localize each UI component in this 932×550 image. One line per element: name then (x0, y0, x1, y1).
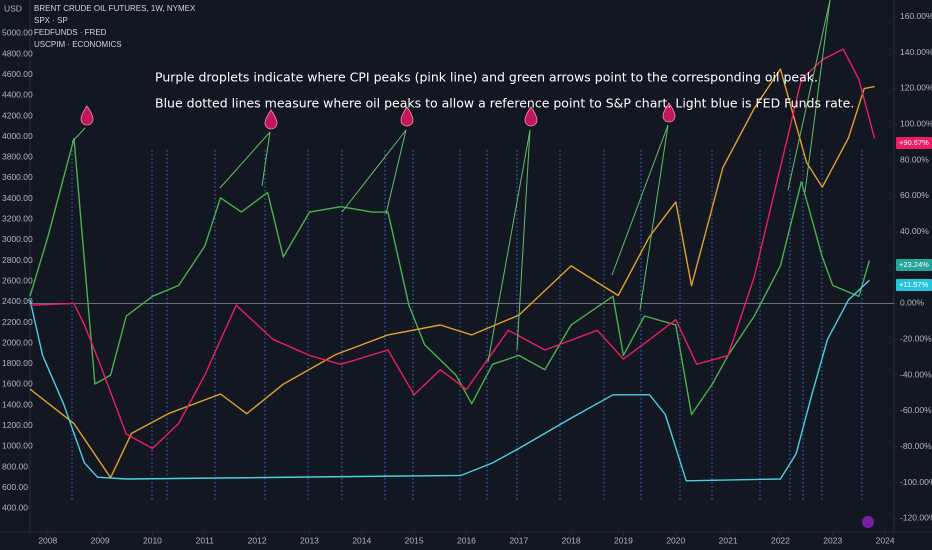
icon[interactable] (862, 516, 874, 528)
badge-label: +23.24% (899, 260, 929, 269)
x-tick-label: 2013 (300, 535, 319, 545)
arrow (219, 131, 271, 189)
y2-tick-label: -100.00% (900, 477, 932, 487)
y-tick-label: 4200.00 (2, 110, 33, 120)
y-tick-label: 3000.00 (2, 234, 33, 244)
y2-tick-label: 160.00% (900, 11, 932, 21)
y2-tick-label: -20.00% (900, 334, 932, 344)
legend-entry: USCPIM · ECONOMICS (34, 40, 122, 49)
x-tick-label: 2015 (405, 535, 424, 545)
y2-tick-label: 60.00% (900, 190, 929, 200)
droplet (400, 106, 414, 127)
arrow (261, 131, 271, 187)
y-tick-label: 2400.00 (2, 296, 33, 306)
series-line (29, 279, 870, 482)
y2-tick-label: 80.00% (900, 154, 929, 164)
annotation: Blue dotted lines measure where oil peak… (155, 96, 854, 111)
y-tick-label: 4800.00 (2, 48, 33, 58)
y-tick-label: 3200.00 (2, 214, 33, 224)
y-tick-label: 2000.00 (2, 337, 33, 347)
y2-tick-label: 120.00% (900, 83, 932, 93)
y2-tick-label: -80.00% (900, 441, 932, 451)
arrow (639, 124, 669, 311)
x-tick-label: 2020 (666, 535, 685, 545)
decorations (71, 0, 874, 528)
y-tick-label: 1600.00 (2, 379, 33, 389)
x-tick-label: 2016 (457, 535, 476, 545)
y-tick-label: 400.00 (2, 503, 28, 513)
y-tick-label: 2600.00 (2, 275, 33, 285)
y-tick-label: 1400.00 (2, 399, 33, 409)
y-tick-label: 4400.00 (2, 90, 33, 100)
x-tick-label: 2008 (38, 535, 57, 545)
x-tick-label: 2018 (562, 535, 581, 545)
y-tick-label: 800.00 (2, 461, 28, 471)
x-tick-label: 2019 (614, 535, 633, 545)
y-tick-label: 3800.00 (2, 152, 33, 162)
y-tick-label: 4000.00 (2, 131, 33, 141)
y2-tick-label: -120.00% (900, 513, 932, 523)
x-tick-label: 2010 (143, 535, 162, 545)
y-tick-label: 3600.00 (2, 172, 33, 182)
droplet (524, 106, 538, 127)
y2-tick-label: 40.00% (900, 226, 929, 236)
arrow (787, 0, 831, 191)
badge (896, 137, 932, 149)
y2-tick-label: -40.00% (900, 369, 932, 379)
droplet (662, 102, 676, 123)
legend-entry: FEDFUNDS · FRED (34, 28, 107, 37)
reference-lines (30, 150, 894, 500)
currency-label: USD (4, 3, 22, 13)
arrow (71, 127, 86, 143)
x-tick-label: 2022 (771, 535, 790, 545)
x-tick-label: 2017 (509, 535, 528, 545)
y2-tick-label: 140.00% (900, 47, 932, 57)
badge (896, 279, 932, 291)
x-tick-label: 2011 (196, 535, 215, 545)
y-tick-label: 2800.00 (2, 255, 33, 265)
droplet (80, 105, 94, 126)
arrow (804, 0, 831, 193)
badge (896, 259, 932, 271)
legend-entry: SPX · SP (34, 16, 68, 25)
plot (29, 48, 876, 482)
y-tick-label: 1800.00 (2, 358, 33, 368)
y-tick-label: 1000.00 (2, 441, 33, 451)
y-tick-label: 3400.00 (2, 193, 33, 203)
arrows (71, 0, 831, 363)
series-line (29, 48, 876, 450)
annotation: Purple droplets indicate where CPI peaks… (155, 70, 818, 85)
y-tick-label: 1200.00 (2, 420, 33, 430)
series-line (29, 68, 875, 479)
droplets (80, 102, 676, 130)
x-tick-label: 2021 (719, 535, 738, 545)
legend: BRENT CRUDE OIL FUTURES, 1W, NYMEX SPX ·… (34, 4, 196, 49)
arrow (341, 129, 407, 213)
y-tick-label: 600.00 (2, 482, 28, 492)
y-tick-label: 5000.00 (2, 28, 33, 38)
legend-entry: BRENT CRUDE OIL FUTURES, 1W, NYMEX (34, 4, 196, 13)
x-tick-label: 2009 (91, 535, 110, 545)
x-tick-label: 2023 (823, 535, 842, 545)
x-tick-label: 2014 (352, 535, 371, 545)
y2-tick-label: 0.00% (900, 298, 925, 308)
arrow (385, 129, 407, 215)
badge-label: +11.57% (899, 280, 929, 289)
series-line (29, 137, 871, 416)
x-tick-label: 2024 (876, 535, 895, 545)
arrow (516, 129, 531, 351)
arrow (487, 129, 531, 363)
y2-tick-label: 100.00% (900, 119, 932, 129)
x-tick-label: 2012 (248, 535, 267, 545)
y2-tick-label: -60.00% (900, 405, 932, 415)
y-tick-label: 4600.00 (2, 69, 33, 79)
badge-label: +90.67% (899, 138, 929, 147)
arrow (611, 124, 669, 276)
y-tick-label: 2200.00 (2, 317, 33, 327)
droplet (264, 109, 278, 130)
